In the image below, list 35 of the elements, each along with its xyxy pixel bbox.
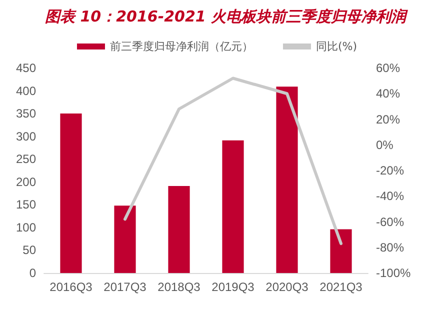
x-tick-label: 2017Q3 <box>104 280 147 294</box>
bar <box>114 206 136 273</box>
legend-label: 前三季度归母净利润（亿元） <box>110 40 253 53</box>
x-tick-label: 2021Q3 <box>320 280 363 294</box>
x-tick-label: 2018Q3 <box>158 280 201 294</box>
bar <box>168 186 190 273</box>
y-tick-label: 100 <box>16 220 36 234</box>
y-tick-label: 400 <box>16 84 36 98</box>
bar <box>330 229 352 273</box>
y-tick-label: 300 <box>16 129 36 144</box>
bar <box>276 86 298 273</box>
legend-label: 同比(%) <box>316 40 358 53</box>
y-tick-label: 250 <box>16 152 36 166</box>
line-series <box>124 76 342 246</box>
y2-tick-label: 60% <box>376 61 400 75</box>
bar <box>222 140 244 273</box>
y-tick-label: 350 <box>16 106 36 121</box>
y2-tick-label: -80% <box>376 240 404 254</box>
chart-title: 图表 10：2016-2021 火电板块前三季度归母净利润 <box>45 8 408 26</box>
y2-tick-label: 20% <box>376 112 400 126</box>
y2-tick-label: -20% <box>376 164 404 178</box>
y2-tick-label: -60% <box>376 214 404 229</box>
y-tick-label: 50 <box>22 243 36 258</box>
x-tick-label: 2016Q3 <box>50 280 93 294</box>
y2-tick-label: 0% <box>376 138 394 152</box>
bar <box>60 114 82 273</box>
x-tick-label: 2020Q3 <box>266 280 309 294</box>
y-tick-label: 200 <box>16 174 36 189</box>
y2-tick-label: -40% <box>376 189 404 204</box>
y2-tick-label: -100% <box>376 266 412 280</box>
y-tick-label: 0 <box>29 266 36 280</box>
x-tick-label: 2019Q3 <box>212 280 255 294</box>
y2-tick-label: 40% <box>376 86 400 101</box>
y-tick-label: 150 <box>16 198 36 212</box>
y-tick-label: 450 <box>16 61 36 75</box>
